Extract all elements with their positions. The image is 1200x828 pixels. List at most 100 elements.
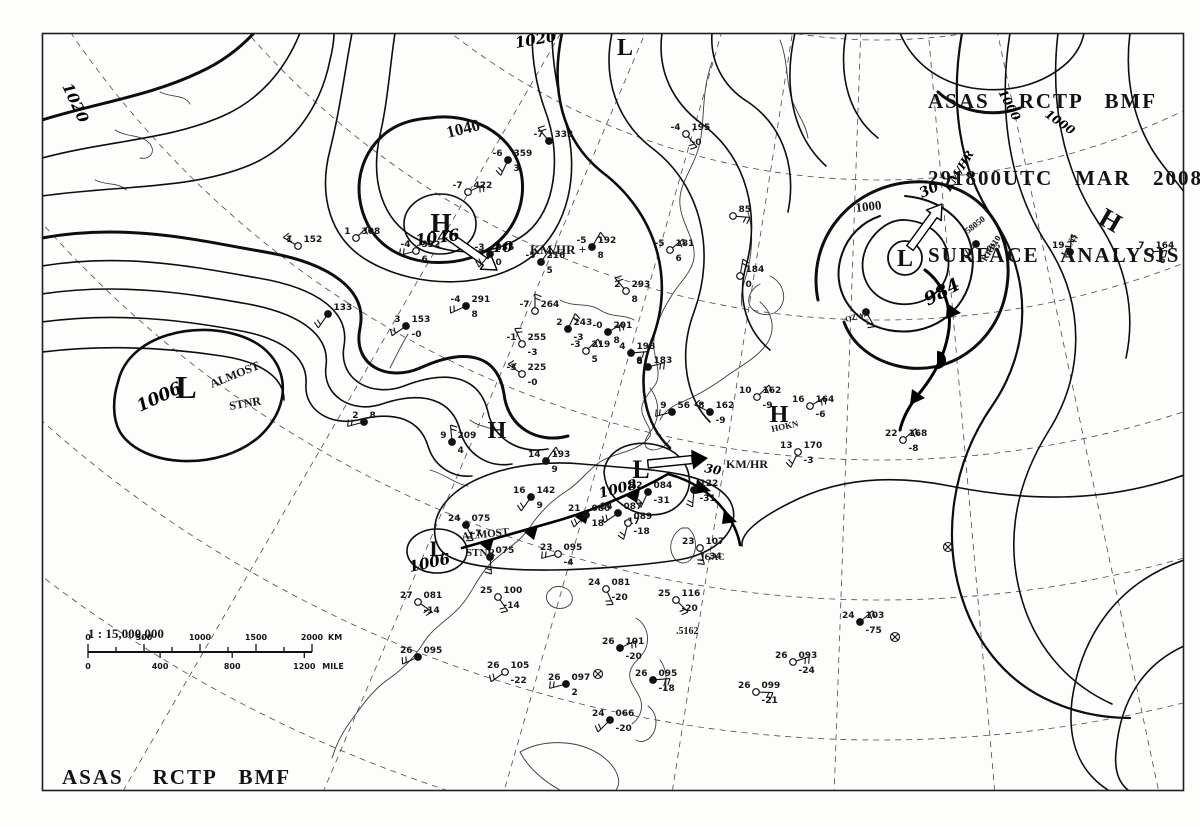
station-circle — [899, 436, 907, 444]
wind-barb-tick — [915, 428, 919, 436]
wind-barb-shaft — [622, 640, 636, 648]
wind-barb-tick — [635, 501, 642, 508]
station-dewpoint: 2 — [572, 688, 578, 698]
wind-barb-shaft — [317, 316, 327, 329]
wind-barb-tick — [787, 459, 793, 465]
station-circle — [582, 511, 590, 519]
station-circle — [696, 544, 704, 552]
station-circle — [545, 137, 553, 145]
station-plot — [862, 308, 875, 329]
wind-barb-tick — [402, 248, 405, 255]
wind-barb-tick — [679, 608, 686, 613]
station-circle — [602, 585, 610, 593]
wind-barb-tick — [617, 534, 624, 540]
station-circle — [402, 322, 410, 330]
handwritten-label: 30 — [917, 179, 942, 202]
station-dewpoint: -6 — [1156, 256, 1166, 266]
wind-barb-tick — [598, 235, 603, 241]
printed-label: 1040 — [444, 115, 482, 142]
wind-barb-shaft — [391, 327, 404, 337]
station-dewpoint: -18 — [659, 684, 675, 694]
station-plot: 24 075 -7 — [448, 514, 490, 542]
station-dewpoint: -3 — [574, 333, 584, 343]
station-circle — [627, 349, 635, 357]
wind-barb-tick — [766, 692, 770, 699]
station-plot: 13 170 -3 — [780, 441, 822, 468]
station-plot: 089 -18 — [617, 512, 652, 540]
station-temperature: -6 — [493, 149, 503, 159]
station-plot: 85 — [729, 205, 751, 224]
ship-markers — [592, 541, 954, 680]
station-circle — [752, 688, 760, 696]
station-dewpoint: -20 — [626, 652, 642, 662]
station-plot: 22 084 -31 — [630, 481, 672, 508]
station-plot: 9 209 4 — [440, 424, 476, 456]
station-plot: -7 264 — [520, 293, 559, 315]
station-circle — [706, 408, 714, 416]
station-pressure: 201 — [614, 321, 633, 331]
station-temperature: 22 — [630, 481, 643, 491]
station-dewpoint: -20 — [682, 604, 698, 614]
wind-barb-tick — [622, 323, 625, 331]
meridian-line — [928, 34, 996, 790]
wind-barb-shaft — [490, 673, 503, 683]
station-dewpoint: 3 — [514, 164, 520, 174]
station-pressure: 095 — [424, 646, 443, 656]
wind-barb-shaft — [466, 527, 474, 541]
wind-barb-shaft — [606, 591, 614, 605]
wind-barb-shaft — [603, 514, 616, 524]
station-dewpoint: 5 — [592, 355, 598, 365]
station-temperature: 2 — [614, 280, 620, 290]
station-temperature: -0 — [593, 321, 603, 331]
station-circle — [542, 457, 550, 465]
wind-barb-tick — [313, 321, 319, 329]
wind-barb-tick — [697, 559, 704, 562]
wind-barb-tick — [537, 125, 545, 129]
wind-barb-shaft — [634, 350, 648, 354]
wind-barb-shaft — [283, 237, 296, 245]
wind-barb-tick — [519, 502, 525, 508]
wind-barb-tick — [485, 567, 492, 571]
wind-barb-tick — [663, 362, 665, 370]
wind-barb-shaft — [399, 251, 413, 256]
station-temperature: -5 — [526, 251, 536, 261]
wind-barb-tick — [618, 325, 621, 332]
wind-barb-shaft — [573, 517, 584, 528]
wind-barb-shaft — [790, 454, 798, 468]
wind-barb-shaft — [700, 551, 705, 565]
station-plot: 7 164 -6 — [1138, 241, 1174, 266]
station-pressure: 105 — [511, 661, 530, 671]
station-temperature: 26 — [602, 637, 615, 647]
station-dewpoint: 5 — [547, 266, 553, 276]
station-plot: 21 080 18 — [568, 504, 610, 529]
station-pressure: 193 — [552, 450, 571, 460]
station-plot: 075 — [484, 546, 514, 575]
station-temperature: 9 — [440, 431, 446, 441]
station-circle — [588, 243, 596, 251]
wind-barb-tick — [544, 551, 547, 558]
meridian-line — [833, 34, 862, 790]
station-dewpoint: 6 — [676, 254, 682, 264]
station-pressure: 095 — [564, 543, 583, 553]
station-temperature: 27 — [400, 591, 413, 601]
station-temperature: 21 — [568, 504, 581, 514]
station-temperature: -1 — [507, 333, 517, 343]
scale-km-tick-label: 0 — [85, 633, 91, 642]
station-dewpoint: -0 — [692, 138, 702, 148]
wind-barb-tick — [872, 610, 876, 618]
station-circle — [562, 680, 570, 688]
isobars — [43, 34, 1183, 790]
high-pressure-letter: H — [430, 208, 451, 238]
wind-barb-tick — [681, 611, 689, 616]
station-circle — [486, 553, 494, 561]
station-pressure: 216 — [547, 251, 566, 261]
station-plot: 27 081 -14 — [400, 591, 442, 617]
wind-barb-shaft — [514, 328, 522, 342]
wind-barb-tick — [682, 238, 686, 246]
station-temperature: 26 — [738, 681, 751, 691]
station-circle — [736, 272, 744, 280]
wind-barb-shaft — [610, 323, 623, 331]
station-circle — [604, 328, 612, 336]
wind-barb-tick — [450, 428, 457, 432]
